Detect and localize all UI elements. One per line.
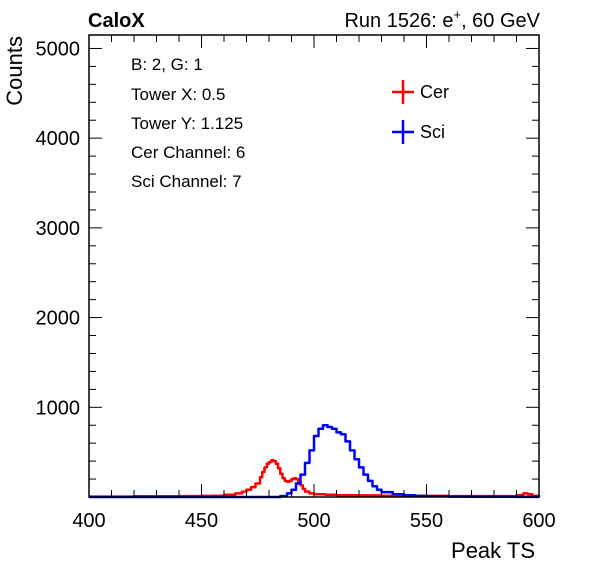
x-tick-label: 550: [410, 510, 443, 532]
legend-label-sci: Sci: [420, 122, 445, 142]
y-tick-label: 1000: [36, 397, 81, 419]
legend: Cer Sci: [392, 80, 449, 144]
legend-label-cer: Cer: [420, 82, 449, 102]
y-tick-label: 5000: [36, 38, 81, 60]
y-tick-labels: 1000 2000 3000 4000 5000: [36, 38, 81, 419]
experiment-label: CaloX: [88, 10, 145, 32]
plot-frame: [88, 34, 540, 498]
run-suffix: , 60 GeV: [461, 10, 541, 32]
series-line-sci: [89, 423, 541, 499]
plot-area: [89, 423, 541, 499]
legend-marker-cer: [392, 80, 414, 104]
info-box: B: 2, G: 1 Tower X: 0.5 Tower Y: 1.125 C…: [131, 55, 245, 191]
info-line: Tower X: 0.5: [131, 85, 226, 104]
info-line: Tower Y: 1.125: [131, 114, 243, 133]
info-line: Cer Channel: 6: [131, 143, 245, 162]
run-label: Run 1526: e+, 60 GeV: [344, 7, 540, 32]
x-tick-label: 400: [72, 510, 105, 532]
info-line: Sci Channel: 7: [131, 172, 242, 191]
x-axis-title: Peak TS: [451, 538, 535, 563]
y-tick-label: 3000: [36, 218, 81, 240]
run-charge: +: [453, 7, 461, 22]
y-axis-title: Counts: [2, 36, 27, 106]
y-tick-label: 4000: [36, 128, 81, 150]
x-tick-label: 500: [297, 510, 330, 532]
x-tick-label: 600: [522, 510, 555, 532]
legend-marker-sci: [392, 120, 414, 144]
x-tick-labels: 400 450 500 550 600: [72, 510, 555, 532]
y-tick-label: 2000: [36, 308, 81, 330]
info-line: B: 2, G: 1: [131, 55, 203, 74]
axis-ticks: [88, 35, 540, 498]
x-tick-label: 450: [185, 510, 218, 532]
run-prefix: Run 1526: e: [344, 10, 453, 32]
